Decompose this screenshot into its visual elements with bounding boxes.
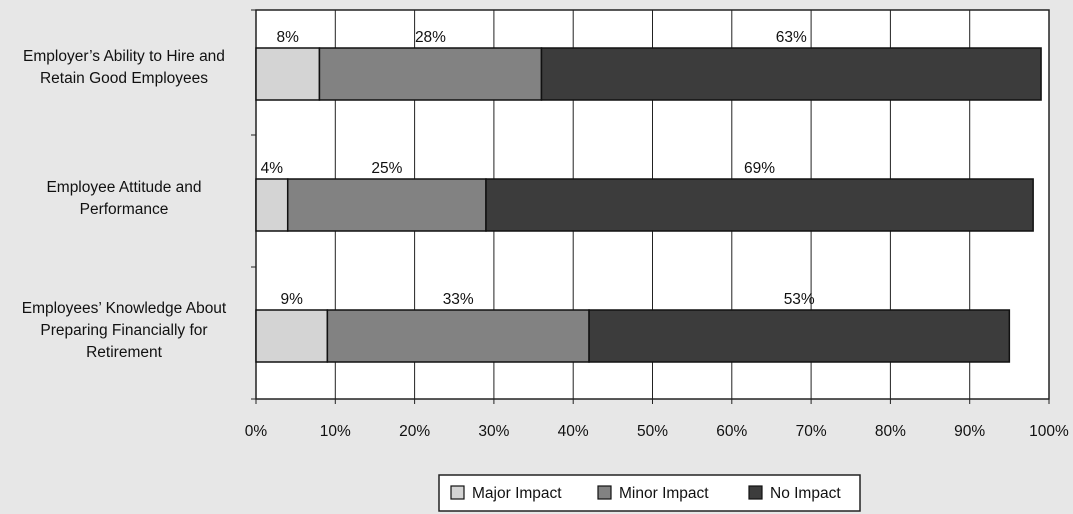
legend-label: No Impact [770, 485, 841, 502]
legend-box [438, 474, 861, 512]
data-label: 8% [277, 29, 300, 46]
legend: Major Impact Minor Impact No Impact [438, 474, 861, 512]
bar-segment [255, 309, 329, 363]
category-label-line: Employer’s Ability to Hire and [23, 48, 225, 65]
data-label: 63% [776, 29, 807, 46]
x-tick-label: 50% [637, 423, 668, 440]
category-labels: Employer’s Ability to Hire and Retain Goo… [22, 48, 227, 361]
bar-segment [588, 309, 1011, 363]
bars [255, 47, 1042, 363]
data-label: 53% [784, 291, 815, 308]
x-tick-label: 0% [245, 423, 268, 440]
x-tick-label: 80% [875, 423, 906, 440]
x-tick-label: 40% [558, 423, 589, 440]
x-tick-label: 90% [954, 423, 985, 440]
category-label-line: Retain Good Employees [40, 70, 208, 87]
x-tick-label: 60% [716, 423, 747, 440]
category-label-line: Preparing Financially for [40, 322, 207, 339]
data-label: 25% [371, 160, 402, 177]
data-label: 4% [261, 160, 284, 177]
bar-segment [286, 178, 487, 232]
data-label: 69% [744, 160, 775, 177]
x-tick-label: 70% [796, 423, 827, 440]
bar-segment [318, 47, 543, 101]
data-label: 33% [443, 291, 474, 308]
legend-label: Major Impact [472, 485, 562, 502]
legend-label: Minor Impact [619, 485, 709, 502]
legend-swatch [597, 485, 612, 500]
bar-segment [255, 178, 289, 232]
x-tick-label: 100% [1029, 423, 1069, 440]
x-tick-label: 30% [478, 423, 509, 440]
bar-segment [326, 309, 590, 363]
category-label: Employer’s Ability to Hire and Retain Goo… [23, 48, 225, 87]
category-label: Employees’ Knowledge About Preparing Fina… [22, 300, 227, 361]
axes: 0% 10% 20% 30% 40% 50% 60% 70% 80% 90% 100% [245, 9, 1069, 440]
bar-segment [485, 178, 1034, 232]
x-tick-label: 20% [399, 423, 430, 440]
data-labels: 8% 28% 63% 4% 25% 69% 9% 33% 53% [261, 29, 815, 308]
category-label-line: Performance [80, 201, 169, 218]
category-label: Employee Attitude and Performance [46, 179, 201, 218]
category-label-line: Employees’ Knowledge About [22, 300, 227, 317]
bar-segment [540, 47, 1042, 101]
bar-segment [255, 47, 321, 101]
data-label: 9% [280, 291, 303, 308]
legend-swatch [748, 485, 763, 500]
data-label: 28% [415, 29, 446, 46]
category-label-line: Retirement [86, 344, 162, 361]
category-label-line: Employee Attitude and [46, 179, 201, 196]
x-tick-label: 10% [320, 423, 351, 440]
legend-swatch [450, 485, 465, 500]
